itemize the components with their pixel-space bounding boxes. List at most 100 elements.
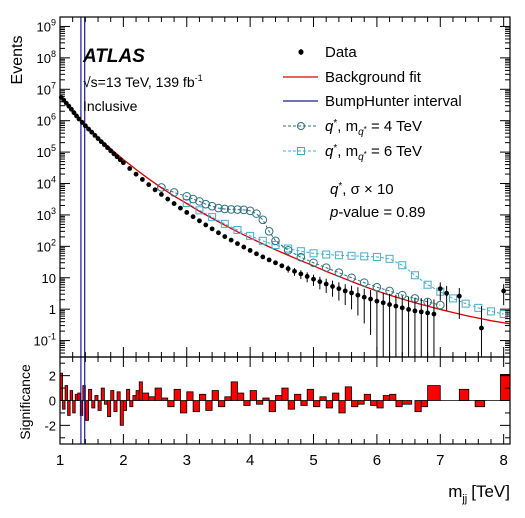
data-point xyxy=(117,157,123,163)
data-point xyxy=(71,110,77,116)
x-axis-label: mjj [TeV] xyxy=(448,482,510,505)
signal-6tev-marker xyxy=(410,271,419,280)
significance-bar xyxy=(332,392,340,401)
data-point xyxy=(79,120,85,125)
signal-4tev-marker xyxy=(252,209,261,218)
data-point xyxy=(190,214,196,220)
significance-bar xyxy=(420,400,429,408)
data-point xyxy=(368,296,373,302)
ratio-x-tick-labels: 1 2 3 4 5 6 7 8 xyxy=(56,452,508,469)
significance-bar xyxy=(382,395,390,401)
data-point xyxy=(184,210,190,215)
data-point xyxy=(241,244,247,250)
signal-4tev-marker xyxy=(226,205,236,214)
signal-4tev-marker xyxy=(264,227,274,236)
significance-bar xyxy=(173,388,181,401)
data-point xyxy=(412,308,418,314)
signal-4tev-marker xyxy=(321,263,331,272)
data-point xyxy=(266,257,272,263)
significance-bar xyxy=(132,395,137,401)
significance-bar xyxy=(129,400,134,408)
data-point xyxy=(393,303,399,309)
data-point xyxy=(456,293,462,299)
signal-4tev-marker xyxy=(201,199,211,209)
main-y-tick-label: 10-1 xyxy=(34,332,56,349)
data-point xyxy=(501,288,507,294)
ratio-y-tick-label: -2 xyxy=(44,418,56,433)
significance-bar xyxy=(199,393,207,401)
main-y-axis-label: Events xyxy=(9,36,26,85)
main-y-tick-label: 1 xyxy=(49,302,56,317)
significance-bar xyxy=(154,387,162,401)
significance-bar xyxy=(294,393,302,401)
legend-signal-6tev-label: q*, mq* = 6 TeV xyxy=(325,143,422,163)
data-point xyxy=(349,290,354,296)
signal-6tev-marker xyxy=(246,231,255,240)
significance-bar xyxy=(427,385,441,401)
signal-6tev-marker xyxy=(347,251,356,260)
main-y-tick-label: 103 xyxy=(37,206,56,223)
significance-bar xyxy=(82,385,86,401)
data-point xyxy=(479,325,484,331)
data-point xyxy=(437,286,443,292)
data-point xyxy=(216,230,221,236)
signal-4tev-marker xyxy=(347,273,356,283)
signal-6tev-marker xyxy=(372,252,381,261)
signal-6tev-marker xyxy=(448,294,457,303)
x-tick-label: 5 xyxy=(309,452,317,469)
signal-6tev-marker xyxy=(208,213,217,222)
signal-4tev-line xyxy=(161,186,441,306)
main-panel: 10-1 1 10 102 103 104 105 106 107 108 109 Events A… xyxy=(9,16,511,358)
legend: Data Background fit BumpHunter interval … xyxy=(283,44,462,163)
ratio-ticks xyxy=(59,357,510,444)
significance-bar xyxy=(287,400,295,410)
main-y-tick-label: 109 xyxy=(37,17,56,34)
data-point xyxy=(399,305,405,311)
ratio-y-tick-labels: -2 0 2 xyxy=(44,369,56,434)
signal-6tev-marker xyxy=(486,307,495,316)
significance-bar xyxy=(72,400,76,414)
significance-bar xyxy=(148,396,156,401)
x-tick-label: 6 xyxy=(373,452,381,469)
significance-bar xyxy=(69,390,74,401)
legend-signal-6tev-marker xyxy=(297,147,305,155)
data-point xyxy=(336,286,342,292)
data-point xyxy=(247,248,253,253)
x-tick-label: 3 xyxy=(183,452,191,469)
significance-bar xyxy=(389,393,397,401)
significance-bar xyxy=(357,400,365,405)
energy-lumi-label: √s=13 TeV, 139 fb-1 xyxy=(83,73,203,90)
significance-bar xyxy=(218,400,226,408)
significance-bar xyxy=(107,400,112,418)
significance-bar xyxy=(167,400,175,408)
significance-bar xyxy=(62,400,66,410)
atlas-label-block: ATLAS √s=13 TeV, 139 fb-1 Inclusive xyxy=(82,46,203,114)
significance-bar xyxy=(192,400,200,413)
ratio-panel: -2 0 2 1 2 3 4 5 6 7 8 Significance mjj [TeV] xyxy=(17,356,511,505)
data-point xyxy=(361,294,367,300)
data-point xyxy=(139,177,145,182)
significance-bar xyxy=(363,393,371,401)
significance-bar xyxy=(94,395,99,401)
ratio-y-tick-label: 2 xyxy=(49,369,56,384)
signal-6tev-line xyxy=(186,202,504,315)
data-point xyxy=(235,241,240,247)
data-point xyxy=(330,284,335,289)
significance-bar xyxy=(370,400,378,406)
main-y-tick-label: 105 xyxy=(37,143,56,160)
legend-signal-4tev-marker xyxy=(297,122,305,130)
annotation-block: q*, σ × 10 p-value = 0.89 xyxy=(329,181,426,221)
main-y-tick-label: 107 xyxy=(37,80,56,97)
significance-bar xyxy=(262,397,270,401)
significance-bar xyxy=(306,388,314,401)
ratio-y-axis-label: Significance xyxy=(17,364,33,440)
data-point xyxy=(292,268,297,274)
signal-6tev-marker xyxy=(360,252,369,261)
selection-label: Inclusive xyxy=(83,98,138,114)
data-point xyxy=(374,298,380,304)
significance-bar xyxy=(67,400,71,416)
significance-bar xyxy=(500,373,511,401)
signal-4tev-marker xyxy=(296,252,306,262)
data-point xyxy=(152,187,158,193)
